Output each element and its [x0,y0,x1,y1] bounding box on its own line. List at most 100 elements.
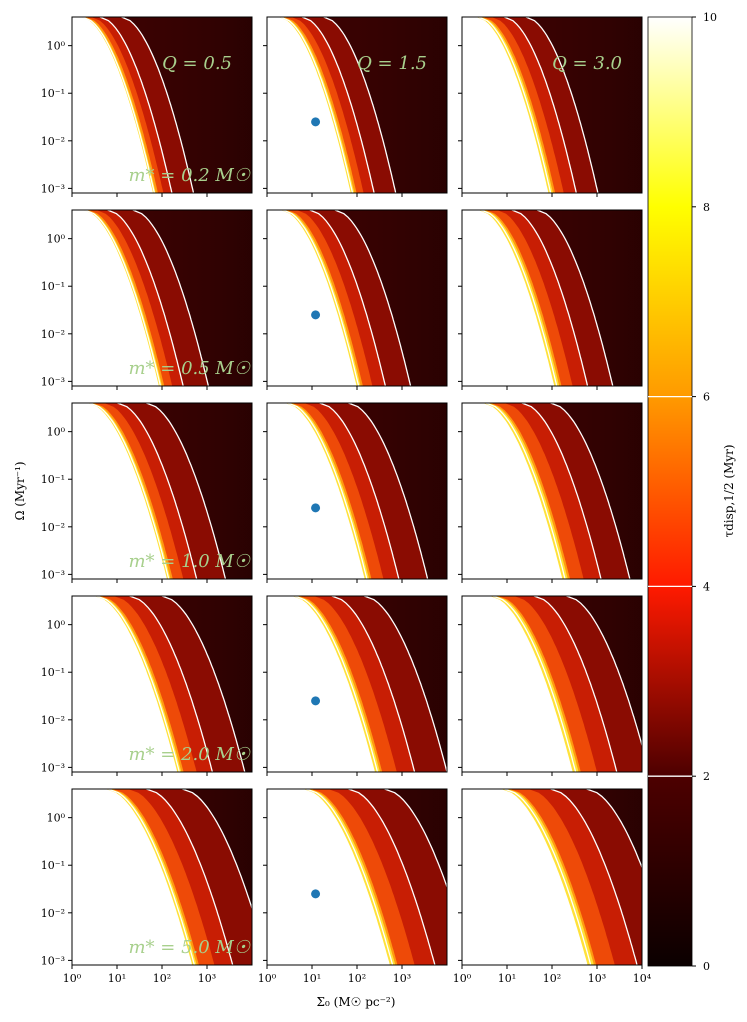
contour-tau-4 [511,210,589,386]
contour-tau-2 [146,403,227,579]
x-tick-label: 10³ [588,972,606,985]
heatmap-field [267,403,447,579]
contour-tau-4 [504,17,577,193]
contour-tau-2 [525,17,599,193]
x-tick-label: 10¹ [108,972,126,985]
panel [263,402,448,583]
band-white [462,17,549,193]
panel: 10⁰ 10¹ 10² 10³ [258,788,448,985]
contour-tau-6 [305,789,394,965]
contour-tau-4 [533,596,618,772]
x-tick-label: 10² [348,972,366,985]
heatmap-field [267,17,447,193]
band-white [72,210,159,386]
panel-grid: 10⁻³ 10⁻² 10⁻¹ 10⁰ Q = 0.5 m* = 0.2 M☉ Q = 1.5… [41,16,652,985]
heatmap-field [462,17,642,193]
heatmap-field [72,403,252,579]
y-tick-label: 10⁻¹ [41,666,65,679]
heatmap-field [462,403,642,579]
contour-tau-4 [331,596,416,772]
y-tick-label: 10⁻³ [41,182,65,195]
contour-tau-4 [301,17,375,193]
heatmap-field [267,596,447,772]
panel: 10⁻³ 10⁻² 10⁻¹ 10⁰ m* = 1.0 M☉ [41,402,253,583]
panel [263,595,448,776]
marker-point [311,889,321,899]
panel [458,595,643,776]
heatmap-field [267,210,447,386]
mstar-label: m* = 0.2 M☉ [128,165,250,186]
y-tick-label: 10⁰ [47,426,66,439]
contour-tau-4 [319,403,400,579]
contour-tau-6 [294,596,379,772]
x-tick-label: 10⁴ [633,972,652,985]
contour-tau-2 [536,210,614,386]
x-tick-label: 10³ [198,972,216,985]
colorbar-tick-label: 4 [703,580,710,593]
contour-tau-6 [282,210,360,386]
band-white [462,789,588,965]
y-tick-label: 10⁰ [47,619,66,632]
contour-tau-6 [280,17,354,193]
heatmap-field [462,210,642,386]
contour-tau-4 [99,17,173,193]
heatmap-field [462,789,642,965]
band-white [462,210,555,386]
colorbar-tick-label: 8 [703,201,710,214]
contour-tau-4 [521,403,602,579]
panel [458,402,643,583]
y-tick-label: 10⁻¹ [41,87,65,100]
y-axis-label: Ω (Myr⁻¹) [13,461,27,520]
x-tick-label: 10² [153,972,171,985]
colorbar-tick-label: 10 [703,11,717,24]
contour-tau-2 [550,403,631,579]
y-tick-label: 10⁻² [41,135,65,148]
panel: 10⁻³ 10⁻² 10⁻¹ 10⁰ Q = 0.5 m* = 0.2 M☉ [41,16,253,197]
contour-tau-2 [566,596,642,748]
contour-tau-2 [384,789,447,889]
heatmap-field [72,17,252,193]
colorbar-tick-label: 6 [703,391,710,404]
contour-tau-2 [363,596,447,772]
y-tick-label: 10⁰ [47,233,66,246]
contour-tau-2 [121,17,195,193]
contour-tau-4 [117,403,198,579]
band-white [267,403,365,579]
q-label: Q = 1.5 [357,53,427,74]
x-tick-label: 10² [543,972,561,985]
band-white [462,403,563,579]
band-white [72,17,153,193]
band-white [72,403,167,579]
contour-tau-6 [485,403,566,579]
heatmap-field [267,789,447,965]
y-tick-label: 10⁻³ [41,568,65,581]
colorbar-tick-label: 0 [703,960,710,973]
y-tick-label: 10⁻² [41,328,65,341]
y-tick-label: 10⁻¹ [41,473,65,486]
contour-tau-6 [96,596,180,772]
contour-tau-6 [89,403,170,579]
band-white [267,789,390,965]
panel [263,209,448,390]
x-tick-label: 10¹ [498,972,516,985]
y-tick-label: 10⁻³ [41,954,65,967]
y-tick-label: 10⁰ [47,40,66,53]
y-tick-label: 10⁻¹ [41,280,65,293]
panel: Q = 1.5 [263,16,448,197]
band-white [462,596,573,772]
heatmap-field [72,789,252,965]
contour-tau-4 [107,210,184,386]
colorbar-ticks: 0 2 4 6 8 10 [648,11,717,973]
y-tick-label: 10⁻³ [41,761,65,774]
y-tick-label: 10⁻³ [41,375,65,388]
colorbar-gradient [647,16,693,967]
band-white [267,596,375,772]
contour-tau-6 [492,596,577,772]
contour-tau-4 [146,789,234,965]
q-label: Q = 3.0 [552,53,622,74]
panel: Q = 3.0 [458,16,643,197]
band-white [267,210,357,386]
band-white [72,596,178,772]
contour-tau-6 [82,17,156,193]
